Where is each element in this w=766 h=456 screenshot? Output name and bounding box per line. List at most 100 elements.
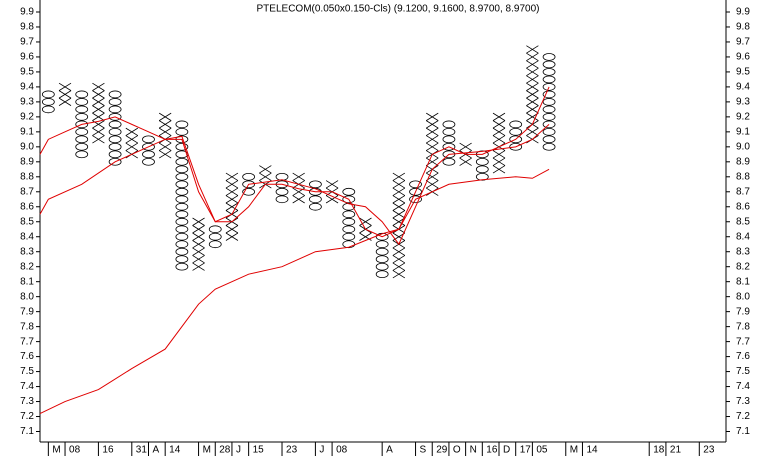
o-box xyxy=(108,105,122,114)
y2-tick-label: 7.1 xyxy=(736,426,750,437)
o-box xyxy=(375,270,389,279)
o-box xyxy=(409,195,422,204)
column xyxy=(492,112,506,174)
x-box xyxy=(392,255,406,264)
o-box xyxy=(542,120,556,129)
o-box xyxy=(542,83,556,91)
y-tick-label: 9.6 xyxy=(20,52,34,63)
column xyxy=(509,120,523,151)
o-box xyxy=(275,195,289,204)
x-box xyxy=(92,127,105,136)
o-box xyxy=(108,128,122,136)
column xyxy=(92,82,105,144)
x-box xyxy=(192,225,205,234)
x-box xyxy=(526,127,539,136)
y-tick-label: 8.8 xyxy=(20,171,34,182)
y2-tick-label: 9.7 xyxy=(736,37,750,48)
x-tick-label: A xyxy=(386,445,393,456)
o-box xyxy=(342,195,356,204)
y-tick-label: 9.0 xyxy=(20,141,34,152)
y2-tick-label: 8.5 xyxy=(736,216,750,227)
x-box xyxy=(225,232,239,241)
x-box xyxy=(92,97,105,106)
x-box xyxy=(125,127,139,136)
x-box xyxy=(526,90,539,99)
o-box xyxy=(375,247,389,256)
x-box xyxy=(526,52,539,62)
y-tick-label: 8.2 xyxy=(20,261,34,272)
y-tick-label: 7.1 xyxy=(20,426,34,437)
o-box xyxy=(542,105,556,114)
o-box xyxy=(108,157,122,166)
column xyxy=(142,135,155,166)
o-box xyxy=(142,142,155,151)
x-box xyxy=(359,217,372,226)
o-box xyxy=(41,98,55,106)
y2-tick-label: 8.1 xyxy=(736,276,750,287)
column xyxy=(242,172,256,196)
moving-average-line xyxy=(39,168,550,414)
o-box xyxy=(108,142,122,151)
o-box xyxy=(142,157,155,166)
o-box xyxy=(175,128,189,136)
x-box xyxy=(58,97,72,106)
y-tick-label: 8.9 xyxy=(20,156,34,167)
y-tick-label: 8.3 xyxy=(20,246,34,257)
o-box xyxy=(342,187,356,196)
x-box xyxy=(292,172,305,181)
x-box xyxy=(58,90,72,99)
o-box xyxy=(475,165,489,174)
o-box xyxy=(75,90,89,99)
o-box xyxy=(108,113,122,121)
x-box xyxy=(158,120,172,129)
o-box xyxy=(175,157,189,166)
x-tick-label: 08 xyxy=(69,445,81,456)
y2-tick-label: 8.6 xyxy=(736,201,750,212)
y2-tick-label: 9.0 xyxy=(736,141,750,152)
x-box xyxy=(225,195,239,204)
y-tick-label: 9.2 xyxy=(20,112,34,123)
y-tick-label: 8.6 xyxy=(20,201,34,212)
y-tick-label: 9.9 xyxy=(20,7,34,18)
y-tick-label: 9.4 xyxy=(20,82,34,93)
x-box xyxy=(158,142,172,151)
o-box xyxy=(309,202,322,211)
o-box xyxy=(475,157,489,166)
x-box xyxy=(259,165,272,174)
o-box xyxy=(309,195,322,204)
x-box xyxy=(392,187,406,196)
x-tick-label: 14 xyxy=(586,445,598,456)
o-box xyxy=(175,195,189,204)
o-box xyxy=(509,120,523,129)
y2-tick-label: 9.8 xyxy=(736,22,750,33)
x-box xyxy=(225,172,239,181)
o-box xyxy=(542,53,556,61)
x-box xyxy=(426,180,439,189)
o-box xyxy=(108,120,122,129)
o-box xyxy=(108,135,122,144)
o-box xyxy=(542,98,556,106)
o-box xyxy=(509,142,523,151)
o-box xyxy=(342,217,356,226)
o-box xyxy=(142,150,155,159)
y2-tick-label: 7.5 xyxy=(736,366,750,377)
x-tick-label: M xyxy=(52,445,60,456)
x-box xyxy=(192,262,205,271)
o-box xyxy=(242,172,256,181)
o-box xyxy=(442,135,456,144)
o-box xyxy=(375,255,389,264)
x-box xyxy=(259,172,272,181)
column xyxy=(108,90,122,166)
x-box xyxy=(526,60,539,69)
x-tick-label: 28 xyxy=(219,445,231,456)
o-box xyxy=(175,262,189,271)
y-tick-label: 8.5 xyxy=(20,216,34,227)
o-box xyxy=(542,75,556,84)
x-tick-label: N xyxy=(470,445,477,456)
o-box xyxy=(108,98,122,106)
x-box xyxy=(392,202,406,211)
o-box xyxy=(75,113,89,121)
x-box xyxy=(526,67,539,77)
x-box xyxy=(192,217,205,226)
